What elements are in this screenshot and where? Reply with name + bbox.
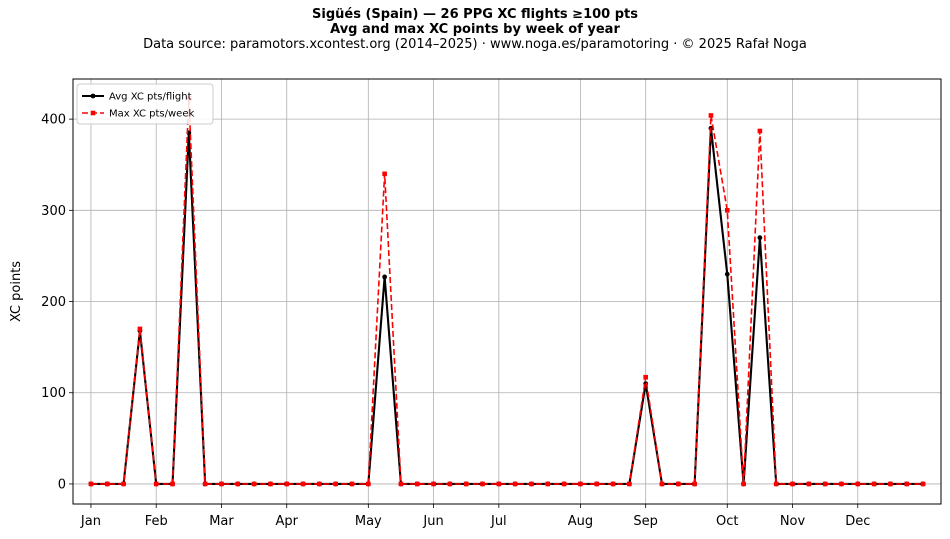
max-point [627, 481, 632, 487]
y-tick-label: 300 [41, 204, 66, 219]
max-point [137, 326, 143, 332]
avg-series-line [90, 127, 924, 485]
x-tick-label: Nov [780, 514, 806, 529]
plot-frame [72, 78, 942, 505]
max-series-line [90, 97, 924, 485]
max-point [529, 481, 534, 487]
max-point [643, 374, 648, 380]
max-point [659, 481, 665, 487]
max-point [773, 481, 779, 487]
max-point [920, 481, 926, 487]
x-tick-label: Jan [80, 514, 101, 529]
x-tick-label: Dec [845, 514, 870, 529]
max-point [333, 481, 338, 487]
legend-box [76, 83, 214, 125]
legend-marker [90, 110, 96, 116]
y-tick-label: 400 [41, 113, 66, 128]
max-point [284, 481, 290, 487]
max-point [219, 481, 224, 487]
max-point [170, 481, 175, 487]
max-point [724, 208, 730, 213]
max-point [104, 481, 110, 487]
max-point [904, 481, 910, 487]
x-tick-label: Jun [422, 514, 443, 529]
max-point [88, 481, 94, 487]
y-tick-label: 200 [41, 295, 66, 310]
max-point [268, 481, 273, 487]
x-tick-label: Oct [716, 514, 738, 529]
max-point [251, 481, 257, 487]
max-point [561, 481, 567, 487]
series-layer [88, 95, 926, 487]
max-point [839, 481, 844, 487]
max-point [512, 481, 518, 487]
y-tick-label: 100 [41, 386, 66, 401]
legend-label: Max XC pts/week [109, 109, 194, 120]
chart-title: Sigüés (Spain) — 26 PPG XC flights ≥100 … [312, 7, 638, 22]
max-point [447, 481, 453, 487]
legend-label: Avg XC pts/flight [109, 92, 192, 103]
x-tick-label: Sep [633, 514, 658, 529]
max-point [822, 481, 828, 487]
max-point [121, 481, 126, 487]
x-tick-label: May [355, 514, 382, 529]
avg-point [757, 235, 763, 241]
max-point [888, 481, 893, 487]
x-tick-label: Feb [145, 514, 168, 529]
chart-source-note: Data source: paramotors.xcontest.org (20… [143, 37, 807, 52]
max-point [790, 481, 795, 487]
legend-marker [90, 93, 96, 99]
chart-subtitle: Avg and max XC points by week of year [330, 22, 620, 37]
max-point [741, 481, 746, 487]
max-point [300, 481, 306, 487]
legend: Avg XC pts/flight Max XC pts/week [76, 83, 214, 125]
max-point [431, 481, 436, 487]
max-point [496, 481, 502, 487]
max-point [871, 481, 877, 487]
chart-titles: Sigüés (Spain) — 26 PPG XC flights ≥100 … [0, 7, 950, 53]
axes: 0 100 200 300 400 Jan Feb Mar Apr May Jun Jul Aug Sep… [41, 113, 870, 529]
max-point [480, 481, 485, 487]
max-point [692, 481, 697, 487]
max-point [676, 481, 681, 487]
max-point [708, 113, 714, 118]
max-point [594, 481, 600, 487]
y-tick-label: 0 [58, 477, 66, 492]
max-point [463, 481, 469, 487]
max-point [545, 481, 551, 487]
x-tick-label: Jul [490, 514, 507, 529]
max-point [414, 481, 420, 487]
max-point [578, 481, 583, 487]
max-point [349, 481, 355, 487]
max-point [317, 481, 322, 487]
series-0 [88, 125, 926, 487]
max-point [398, 481, 404, 487]
x-tick-label: Apr [275, 514, 298, 529]
max-point [153, 481, 159, 487]
y-axis-label: XC points [9, 261, 24, 322]
max-point [235, 481, 241, 487]
max-point [757, 128, 763, 134]
avg-point [382, 274, 388, 280]
x-tick-label: Aug [568, 514, 593, 529]
avg-point [724, 271, 730, 277]
max-point [202, 481, 208, 487]
max-point [855, 481, 861, 487]
max-point [382, 171, 387, 177]
max-point [366, 481, 371, 487]
max-point [806, 481, 812, 487]
max-point [610, 481, 616, 487]
series-1 [88, 95, 926, 487]
x-tick-label: Mar [209, 514, 234, 529]
